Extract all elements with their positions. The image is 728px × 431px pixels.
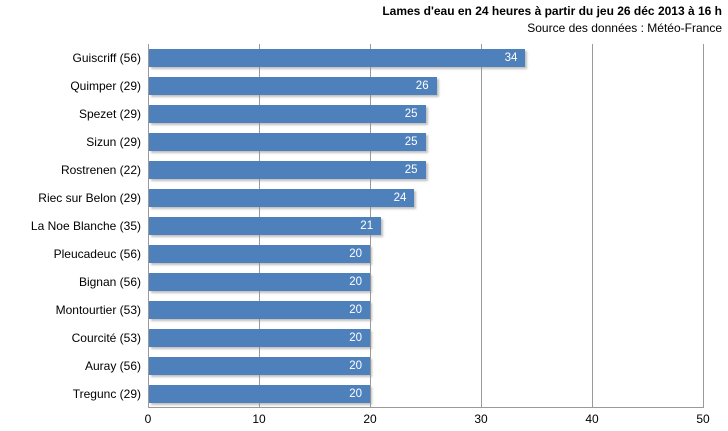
category-label: Courcité (53): [71, 331, 141, 345]
category-label: Riec sur Belon (29): [38, 191, 141, 205]
bar: 20: [149, 301, 370, 319]
bar: 25: [149, 161, 426, 179]
category-label: Montourtier (53): [55, 303, 141, 317]
category-label: Rostrenen (22): [60, 163, 141, 177]
bar-value-label: 34: [504, 52, 518, 64]
bar-value-label: 25: [404, 136, 418, 148]
bar: 20: [149, 357, 370, 375]
bar-value-label: 25: [404, 108, 418, 120]
bar-value-label: 20: [349, 248, 362, 260]
x-axis-line: [148, 407, 703, 408]
bar: 21: [149, 217, 382, 235]
plot-area: 34 26 25 25 25 24 21 20 20 20 20 20 20: [148, 44, 704, 408]
bar-value-label: 20: [349, 388, 362, 400]
bar: 20: [149, 329, 370, 347]
bar-value-label: 20: [349, 332, 362, 344]
gridline: [702, 44, 704, 408]
bar: 20: [149, 273, 370, 291]
bar: 25: [149, 133, 426, 151]
bar-value-label: 25: [404, 164, 418, 176]
x-tick-label: 10: [252, 412, 266, 426]
chart-header: Lames d'eau en 24 heures à partir du jeu…: [382, 3, 722, 37]
bar: 24: [149, 189, 415, 207]
bar-value-label: 24: [393, 192, 407, 204]
category-label: La Noe Blanche (35): [30, 219, 141, 233]
x-tick-label: 20: [363, 412, 377, 426]
x-tick-label: 0: [144, 412, 152, 426]
x-tick-label: 50: [696, 412, 710, 426]
bar: 20: [149, 385, 370, 403]
category-label: Bignan (56): [78, 275, 141, 289]
bar-value-label: 20: [349, 276, 362, 288]
x-tick-label: 30: [474, 412, 488, 426]
category-label: Pleucadeuc (56): [53, 247, 141, 261]
bar: 25: [149, 105, 426, 123]
bar-value-label: 20: [349, 304, 362, 316]
category-label: Sizun (29): [86, 135, 141, 149]
x-tick-label: 40: [585, 412, 599, 426]
bar: 34: [149, 49, 526, 67]
gridline: [591, 44, 593, 408]
bar: 20: [149, 245, 370, 263]
chart-subtitle: Source des données : Météo-France: [527, 21, 722, 35]
chart-title: Lames d'eau en 24 heures à partir du jeu…: [382, 4, 722, 18]
y-axis-line: [148, 44, 149, 408]
bar-value-label: 26: [415, 80, 429, 92]
category-label: Guiscriff (56): [72, 51, 141, 65]
gridline: [480, 44, 482, 408]
bar: 26: [149, 77, 437, 95]
category-label: Auray (56): [84, 359, 141, 373]
category-label: Spezet (29): [78, 107, 141, 121]
category-label: Tregunc (29): [72, 387, 141, 401]
category-label: Quimper (29): [70, 79, 141, 93]
bar-value-label: 21: [360, 220, 374, 232]
bar-value-label: 20: [349, 360, 362, 372]
